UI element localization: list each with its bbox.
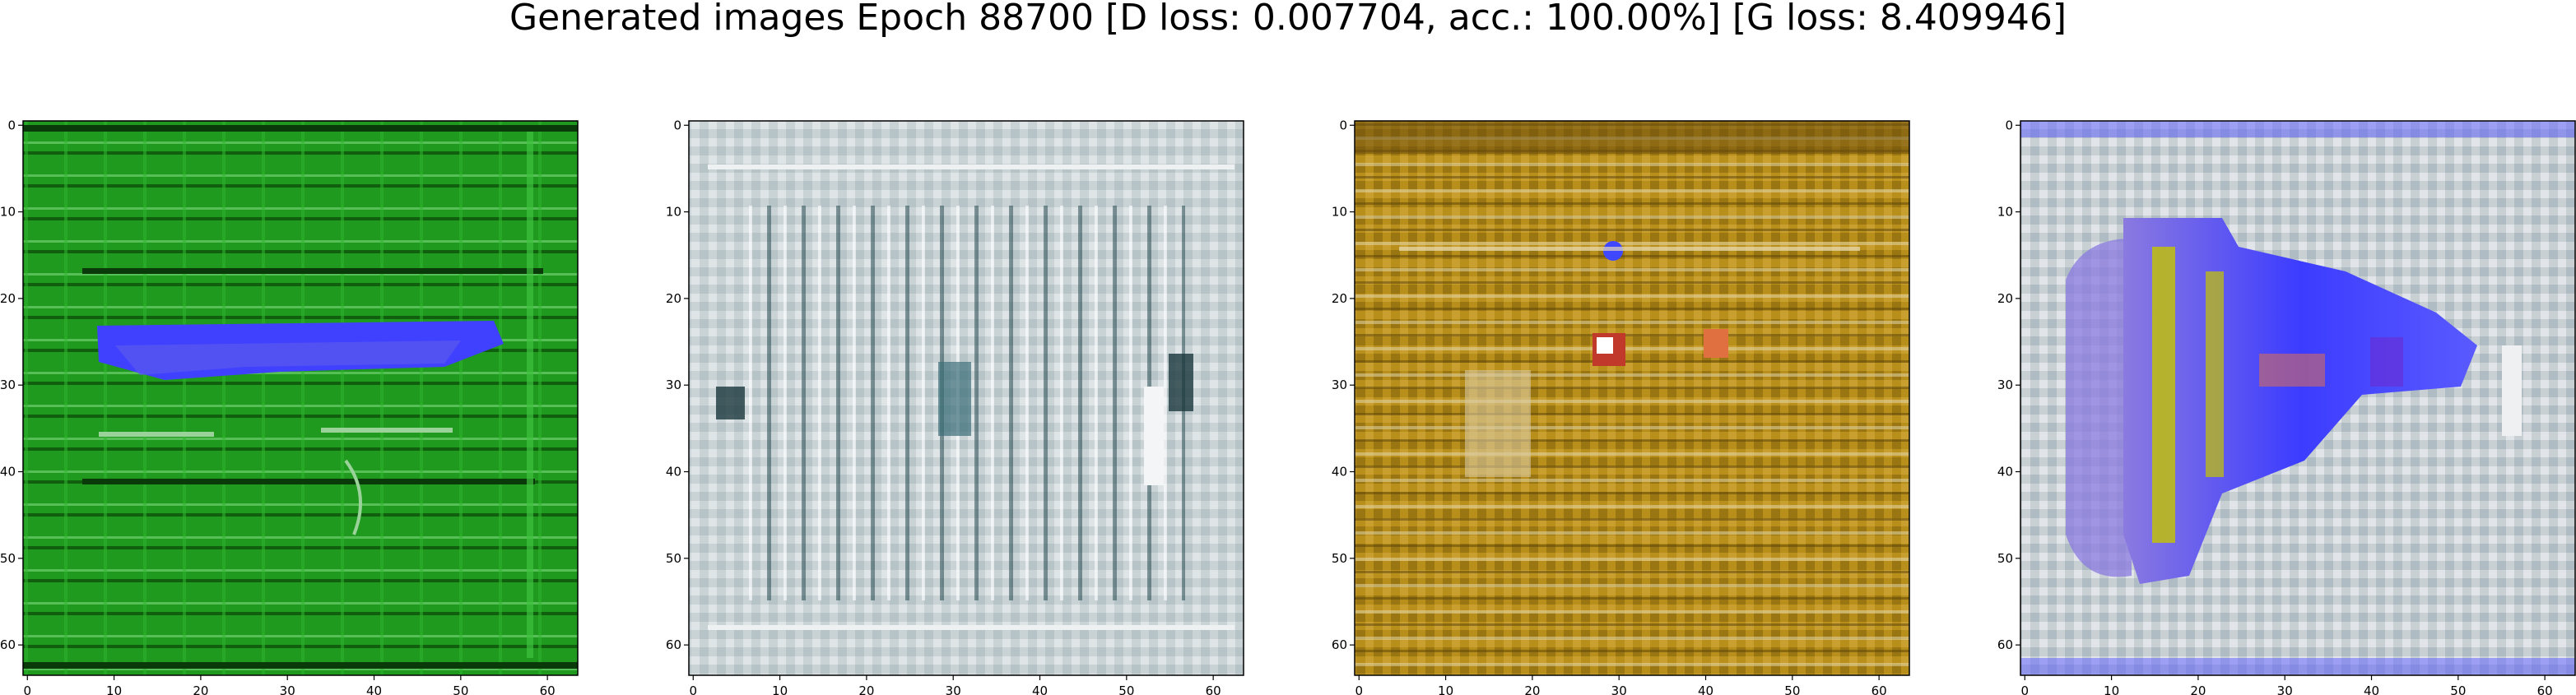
x-tick-label: 40 <box>2364 683 2379 695</box>
x-tick-label: 30 <box>946 683 961 695</box>
x-tick-label: 50 <box>453 683 468 695</box>
y-tick-label: 20 <box>1997 291 2013 306</box>
x-tick-label: 60 <box>1872 683 1887 695</box>
panel-2-image <box>689 121 1244 675</box>
y-tick-label: 50 <box>666 551 681 566</box>
y-tick-label: 0 <box>1339 118 1347 132</box>
x-tick-label: 0 <box>1355 683 1363 695</box>
x-tick-label: 10 <box>2104 683 2119 695</box>
panel-4 <box>2020 120 2576 676</box>
x-tick-label: 20 <box>2190 683 2206 695</box>
x-tick-label: 10 <box>1438 683 1453 695</box>
y-tick-label: 0 <box>673 118 681 132</box>
x-tick-label: 20 <box>858 683 874 695</box>
x-tick-label: 20 <box>193 683 208 695</box>
y-tick-label: 10 <box>1997 205 2013 220</box>
y-tick-label: 60 <box>1997 637 2013 652</box>
y-tick-label: 40 <box>0 465 16 480</box>
x-tick-label: 0 <box>2020 683 2029 695</box>
y-tick-label: 60 <box>1332 637 1347 652</box>
x-tick-label: 0 <box>23 683 31 695</box>
y-tick-label: 10 <box>666 205 681 220</box>
x-tick-label: 60 <box>540 683 556 695</box>
figure-title: Generated images Epoch 88700 [D loss: 0.… <box>509 0 2067 39</box>
y-tick-label: 10 <box>1332 205 1347 220</box>
panel-2 <box>688 120 1244 676</box>
y-tick-label: 40 <box>1997 465 2013 480</box>
x-tick-label: 30 <box>280 683 295 695</box>
y-tick-label: 30 <box>1332 378 1347 392</box>
x-tick-label: 50 <box>1784 683 1800 695</box>
y-tick-label: 0 <box>2005 118 2013 132</box>
x-tick-label: 20 <box>1524 683 1540 695</box>
panel-1 <box>22 120 579 676</box>
y-tick-label: 60 <box>0 637 16 652</box>
x-tick-label: 30 <box>1611 683 1627 695</box>
y-tick-label: 20 <box>666 291 681 306</box>
x-tick-label: 40 <box>1698 683 1713 695</box>
y-tick-label: 50 <box>1332 551 1347 566</box>
panel-3 <box>1354 120 1910 676</box>
x-tick-label: 60 <box>1206 683 1221 695</box>
y-tick-label: 30 <box>0 378 16 392</box>
x-tick-label: 40 <box>1032 683 1048 695</box>
y-tick-label: 30 <box>1997 378 2013 392</box>
y-tick-label: 60 <box>666 637 681 652</box>
x-tick-label: 30 <box>2277 683 2293 695</box>
x-tick-label: 10 <box>772 683 788 695</box>
y-tick-label: 0 <box>7 118 16 132</box>
x-tick-label: 50 <box>2450 683 2466 695</box>
panel-1-image <box>23 121 578 675</box>
y-tick-label: 20 <box>1332 291 1347 306</box>
y-tick-label: 40 <box>1332 465 1347 480</box>
y-tick-label: 50 <box>1997 551 2013 566</box>
y-tick-label: 10 <box>0 205 16 220</box>
y-tick-label: 40 <box>666 465 681 480</box>
y-tick-label: 30 <box>666 378 681 392</box>
y-tick-label: 20 <box>0 291 16 306</box>
x-tick-label: 60 <box>2537 683 2553 695</box>
y-tick-label: 50 <box>0 551 16 566</box>
x-tick-label: 10 <box>106 683 122 695</box>
panel-4-image <box>2020 121 2575 675</box>
x-tick-label: 0 <box>689 683 697 695</box>
panel-3-image <box>1355 121 1909 675</box>
x-tick-label: 40 <box>366 683 382 695</box>
x-tick-label: 50 <box>1118 683 1134 695</box>
